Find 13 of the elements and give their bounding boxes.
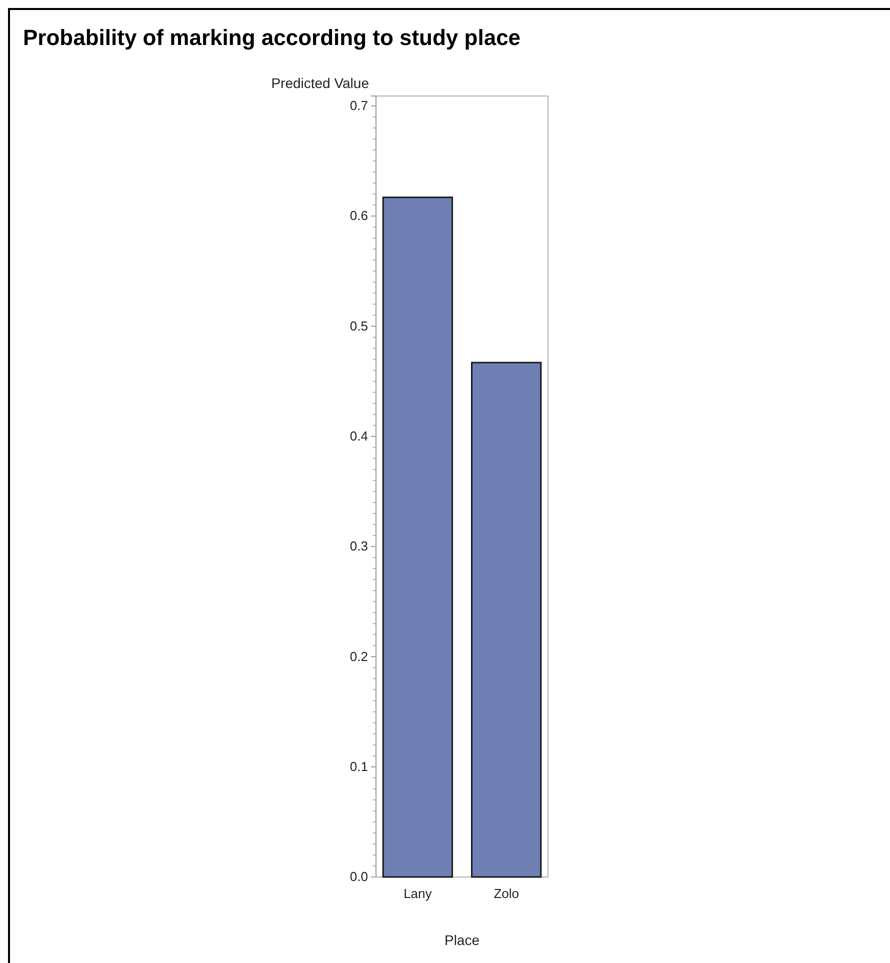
y-tick-label: 0.2 <box>350 648 368 664</box>
y-tick-label: 0.7 <box>350 98 368 114</box>
chart-title: Probability of marking according to study place <box>23 25 521 50</box>
y-tick-label: 0.6 <box>350 208 368 224</box>
y-tick-label: 0.3 <box>350 538 368 554</box>
y-tick-label: 0.0 <box>350 869 368 884</box>
y-tick-label: 0.4 <box>350 428 368 444</box>
x-tick-label: Zolo <box>494 886 519 902</box>
y-tick-label: 0.1 <box>350 759 368 774</box>
y-axis-title: Predicted Value <box>271 75 370 91</box>
x-tick-label: Lany <box>404 886 432 902</box>
y-tick-label: 0.5 <box>350 318 368 334</box>
x-axis-title: Place <box>444 932 480 948</box>
